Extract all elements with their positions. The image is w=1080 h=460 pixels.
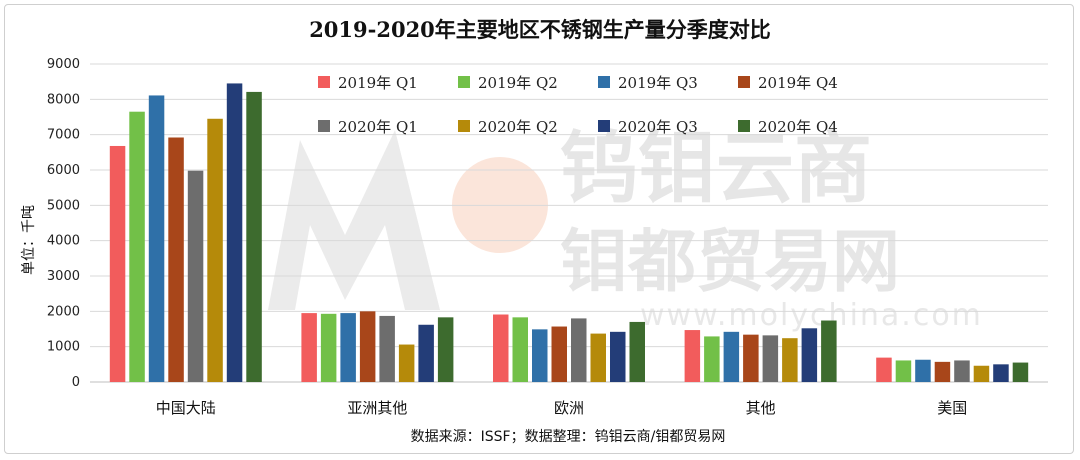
bar <box>398 344 415 382</box>
bar <box>168 137 184 382</box>
bar <box>723 331 740 382</box>
bar <box>993 364 1009 382</box>
y-tick-label: 0 <box>72 375 80 390</box>
y-axis-label: 单位：千吨 <box>21 205 37 275</box>
chart-title: 2019-2020年主要地区不锈钢生产量分季度对比 <box>309 17 771 42</box>
x-category-label: 亚洲其他 <box>347 399 407 417</box>
y-tick-label: 2000 <box>47 304 80 319</box>
legend-label: 2019年 Q1 <box>338 74 418 92</box>
bar <box>590 333 606 382</box>
bar <box>762 335 779 382</box>
bar <box>743 334 759 382</box>
bar <box>246 91 262 382</box>
bar <box>512 317 528 382</box>
bar <box>493 314 509 382</box>
legend-swatch <box>738 76 750 88</box>
legend-swatch <box>598 76 610 88</box>
y-tick-label: 8000 <box>47 92 80 107</box>
bar <box>129 111 145 382</box>
bar <box>915 359 931 382</box>
legend-label: 2020年 Q2 <box>478 118 558 136</box>
legend-swatch <box>598 120 610 132</box>
bar <box>207 118 223 383</box>
bar <box>320 313 337 382</box>
legend-swatch <box>458 120 470 132</box>
y-tick-label: 3000 <box>47 269 80 284</box>
bar <box>301 313 317 382</box>
bar <box>437 317 454 382</box>
legend-label: 2020年 Q4 <box>758 118 838 136</box>
legend-swatch <box>738 120 750 132</box>
legend-swatch <box>318 120 330 132</box>
bar <box>954 360 970 382</box>
bar <box>801 328 818 382</box>
x-category-label: 美国 <box>937 399 967 417</box>
bar <box>379 315 395 382</box>
bar <box>109 145 126 382</box>
watermark: 钨钼云商 钼都贸易网 www.molychina.com <box>268 124 983 333</box>
bar <box>610 331 626 382</box>
bar <box>571 318 587 382</box>
bar <box>821 320 837 382</box>
bar <box>418 324 434 382</box>
legend-swatch <box>318 76 330 88</box>
y-tick-label: 9000 <box>47 57 80 72</box>
watermark-line1: 钨钼云商 <box>560 124 872 214</box>
legend-label: 2019年 Q4 <box>758 74 838 92</box>
bar <box>704 336 720 382</box>
bar <box>1012 362 1029 382</box>
x-axis-categories: 中国大陆 亚洲其他 欧洲 其他 美国 <box>156 399 967 417</box>
y-tick-label: 7000 <box>47 128 80 143</box>
legend-swatch <box>458 76 470 88</box>
bar <box>340 313 356 382</box>
x-category-label: 其他 <box>746 399 776 417</box>
chart-frame <box>4 4 1074 454</box>
x-category-label: 欧洲 <box>554 399 584 417</box>
bar <box>876 357 892 382</box>
legend-label: 2019年 Q2 <box>478 74 558 92</box>
legend: 2019年 Q1 2019年 Q2 2019年 Q3 2019年 Q4 2020年 Q1… <box>318 74 838 136</box>
bar <box>782 338 798 382</box>
y-axis-ticks: 0 1000 2000 3000 4000 5000 6000 7000 8000 9000 <box>47 57 80 390</box>
bar <box>359 311 376 382</box>
bar <box>226 83 243 382</box>
bar <box>895 360 912 382</box>
y-tick-label: 5000 <box>47 198 80 213</box>
source-note: 数据来源：ISSF；数据整理：钨钼云商/钼都贸易网 <box>411 429 726 445</box>
legend-label: 2019年 Q3 <box>618 74 698 92</box>
bar <box>934 361 951 382</box>
bar <box>187 170 204 382</box>
legend-label: 2020年 Q3 <box>618 118 698 136</box>
bars <box>109 83 1029 383</box>
watermark-logo-shape <box>268 130 440 310</box>
y-tick-label: 1000 <box>47 340 80 355</box>
y-tick-label: 6000 <box>47 163 80 178</box>
bar <box>684 330 701 382</box>
bar <box>629 321 645 382</box>
bar <box>551 326 567 382</box>
bar <box>973 365 990 382</box>
watermark-url: www.molychina.com <box>640 298 983 333</box>
bar <box>148 95 165 383</box>
y-tick-label: 4000 <box>47 234 80 249</box>
legend-label: 2020年 Q1 <box>338 118 418 136</box>
x-category-label: 中国大陆 <box>156 399 216 417</box>
watermark-line2: 钼都贸易网 <box>560 223 900 302</box>
bar <box>532 329 548 382</box>
